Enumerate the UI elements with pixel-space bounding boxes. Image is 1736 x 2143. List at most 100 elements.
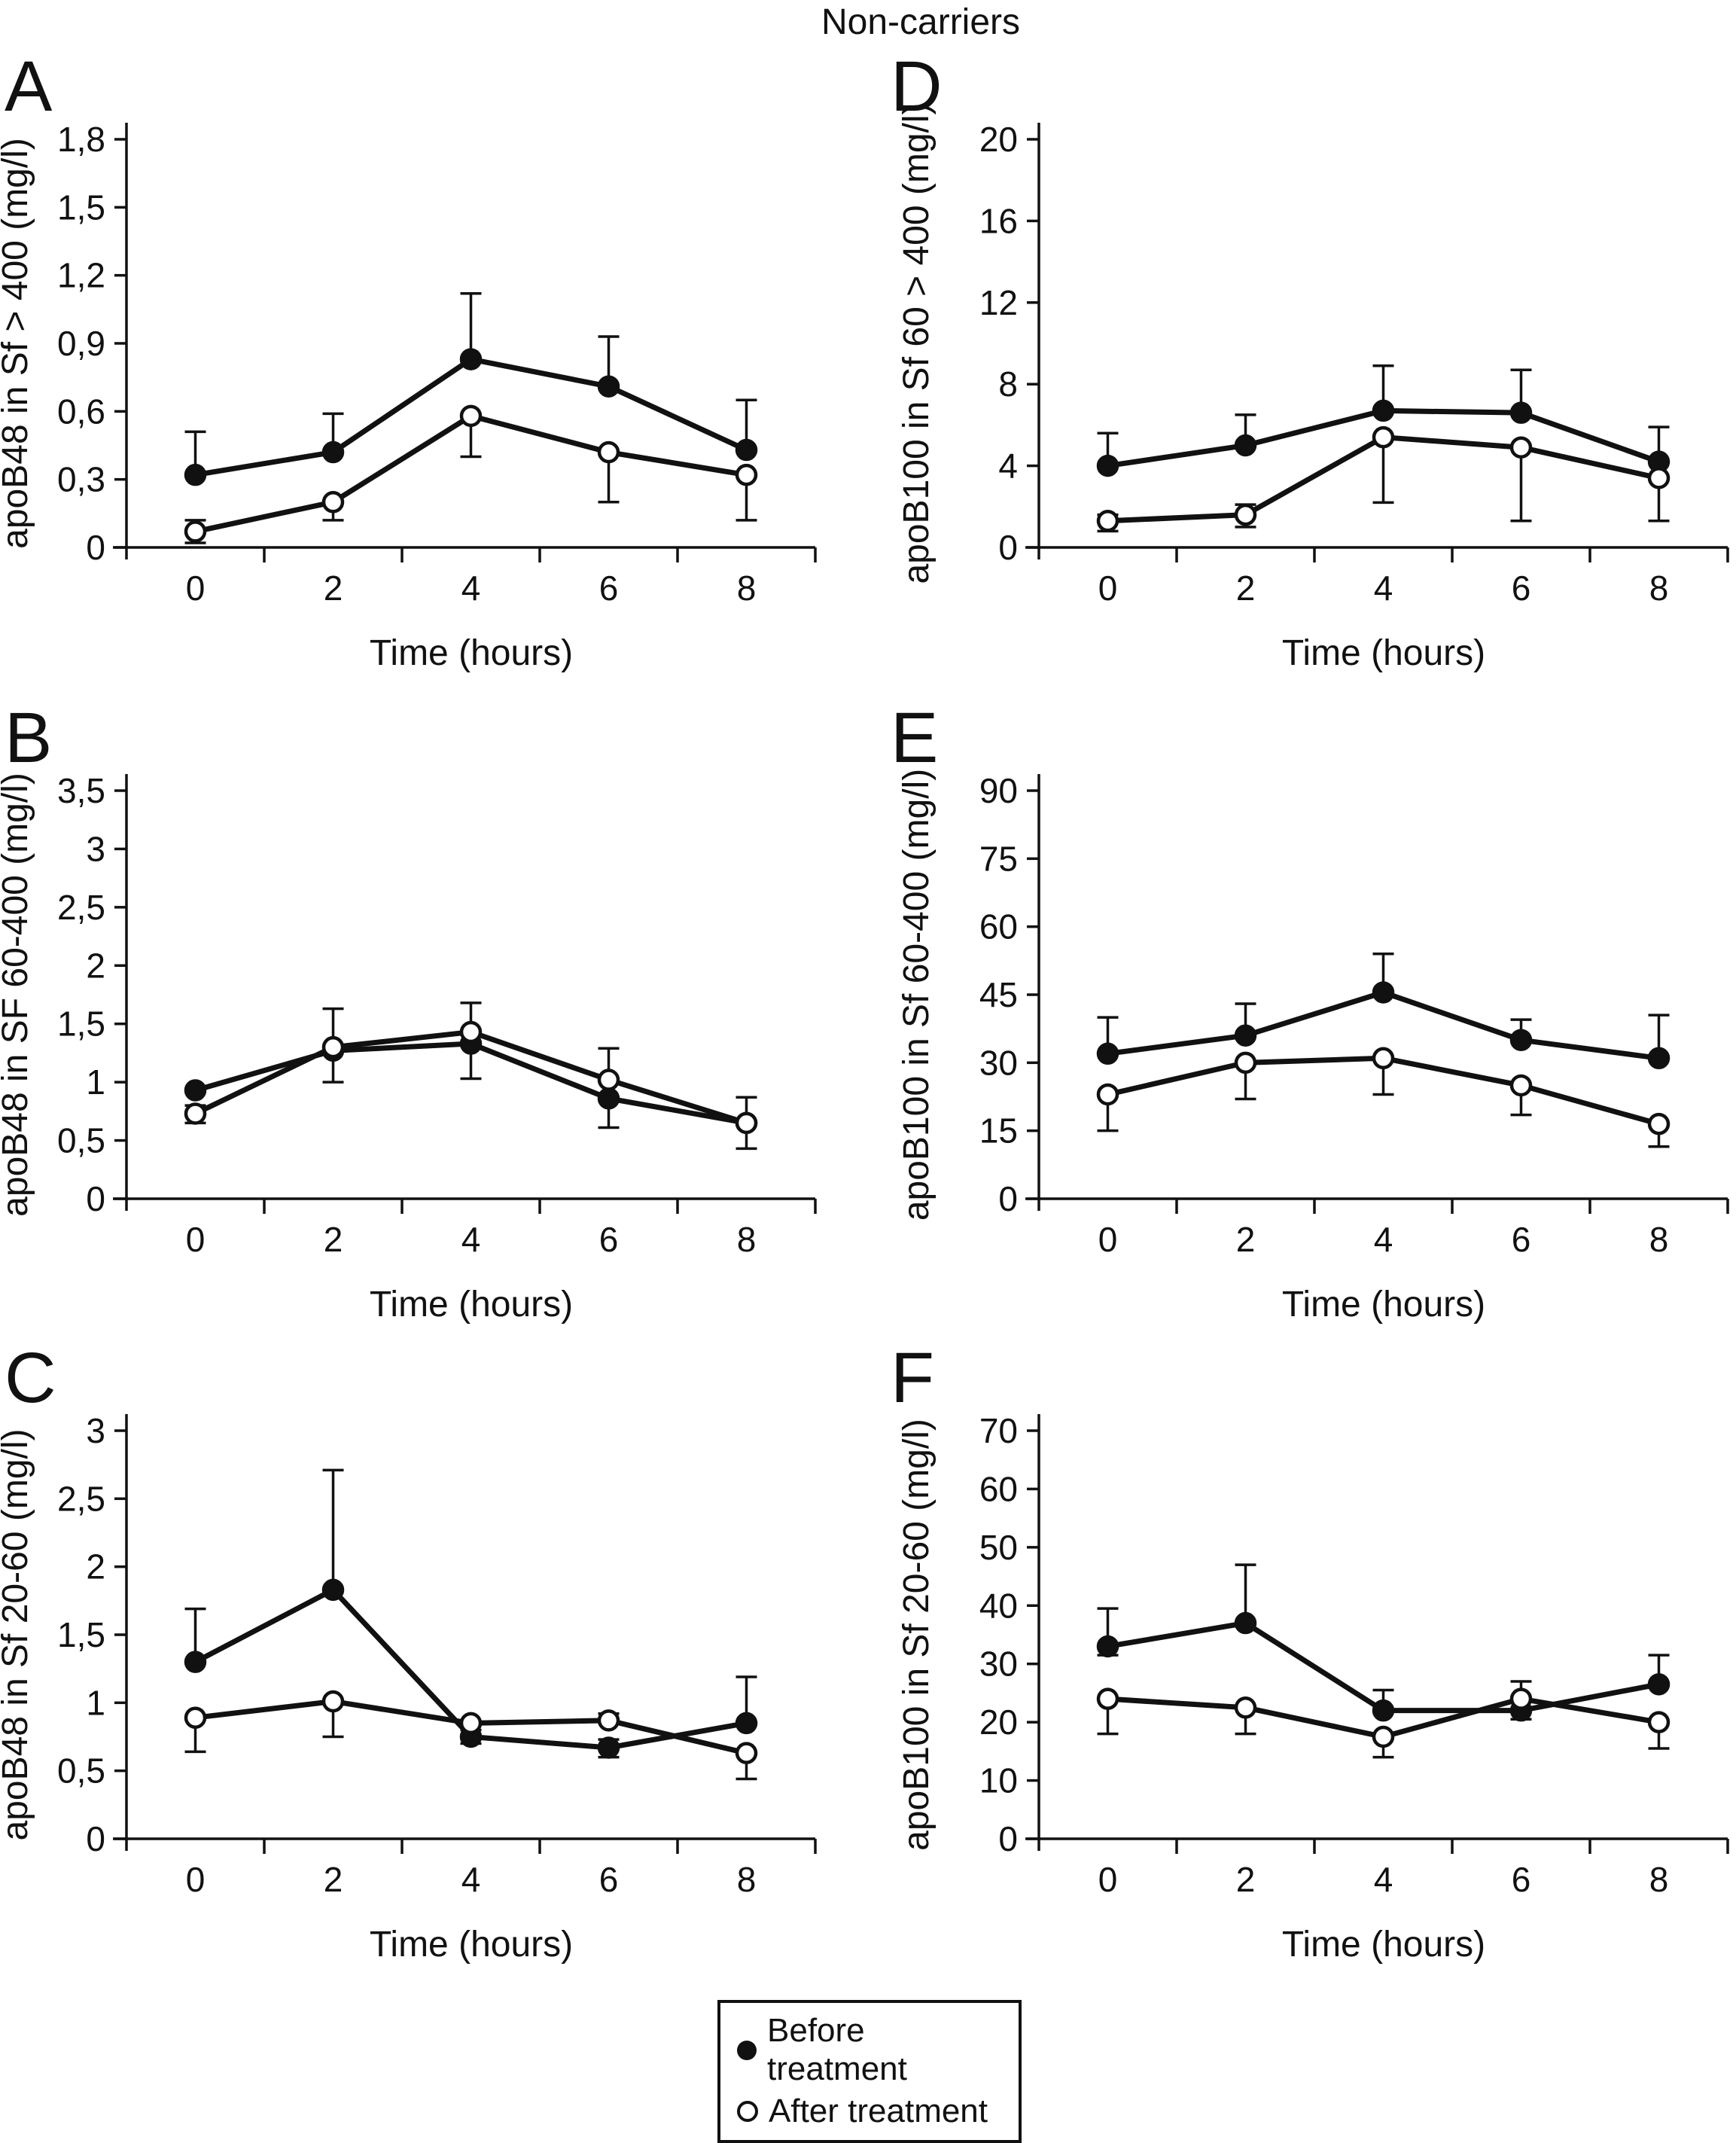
y-tick-label: 4 — [998, 447, 1018, 486]
data-point-open-circle — [1096, 510, 1119, 532]
panel-F-letter: F — [891, 1338, 934, 1418]
x-tick-label: 2 — [1236, 1860, 1256, 1899]
x-tick-label: 4 — [461, 569, 481, 608]
data-point-open-circle — [597, 440, 620, 464]
y-tick-label: 0 — [998, 1819, 1018, 1858]
x-tick-label: 4 — [1374, 1860, 1393, 1899]
y-tick-label: 1,5 — [57, 1615, 105, 1654]
panel-F-ylabel: apoB100 in Sf 20-60 (mg/l) — [897, 1419, 937, 1851]
panel-A-plot: 0 0,3 0,6 0,9 1,2 1,5 1,8 0 2 4 6 8 — [57, 120, 817, 608]
panel-B-letter: B — [5, 698, 52, 778]
panel-D-xlabel: Time (hours) — [1282, 633, 1485, 673]
data-point-open-circle — [321, 1690, 345, 1713]
x-tick-label: 0 — [186, 1220, 206, 1259]
data-point-filled-circle — [1509, 401, 1533, 424]
x-tick-label: 0 — [1098, 569, 1118, 608]
panel-E-plot: 0 15 30 45 60 75 90 0 2 4 6 8 — [979, 771, 1729, 1259]
open-circle-icon — [737, 2101, 758, 2123]
panel-F-chart: F apoB100 in Sf 20-60 (mg/l) Time (hours… — [891, 1338, 1729, 1965]
data-point-filled-circle — [735, 1712, 758, 1735]
y-tick-label: 8 — [998, 364, 1018, 404]
x-tick-label: 8 — [1649, 569, 1669, 608]
y-tick-label: 2,5 — [57, 1479, 105, 1518]
x-tick-label: 0 — [1098, 1220, 1118, 1259]
panel-E-chart: E apoB100 in Sf 60-400 (mg/l) Time (hour… — [891, 698, 1729, 1325]
data-point-open-circle — [735, 463, 758, 486]
y-tick-label: 40 — [979, 1586, 1018, 1625]
y-tick-label: 2,5 — [57, 888, 105, 927]
data-point-filled-circle — [184, 1651, 207, 1673]
y-tick-label: 2 — [86, 946, 105, 985]
y-tick-label: 1,5 — [57, 1004, 105, 1044]
series-before-treatment — [1097, 953, 1670, 1061]
y-tick-label: 45 — [979, 975, 1018, 1014]
y-tick-label: 60 — [979, 907, 1018, 947]
figure-title: Non-carriers — [821, 2, 1021, 42]
panel-D-plot: 0 4 8 12 16 20 0 2 4 6 8 — [979, 120, 1729, 608]
data-point-open-circle — [1509, 1687, 1533, 1710]
data-point-filled-circle — [1096, 454, 1119, 477]
x-tick-label: 2 — [1236, 1220, 1256, 1259]
data-point-open-circle — [1096, 1083, 1119, 1106]
legend-label-before: Before treatment — [767, 2012, 907, 2087]
panel-A-xlabel: Time (hours) — [370, 633, 573, 673]
series-before-treatment — [1097, 1563, 1670, 1721]
data-point-filled-circle — [1372, 981, 1395, 1004]
y-tick-label: 60 — [979, 1469, 1018, 1508]
series-after-treatment — [1097, 1055, 1670, 1148]
x-tick-label: 6 — [1512, 1860, 1531, 1899]
y-tick-label: 75 — [979, 839, 1018, 878]
y-tick-label: 15 — [979, 1111, 1018, 1151]
x-tick-label: 0 — [186, 569, 206, 608]
y-tick-label: 16 — [979, 201, 1018, 240]
panel-B: B apoB48 in SF 60-400 (mg/l) Time (hours… — [0, 693, 868, 1340]
data-point-open-circle — [1372, 1047, 1395, 1070]
data-point-filled-circle — [1234, 434, 1257, 457]
series-after-treatment — [184, 413, 757, 544]
panel-F: F apoB100 in Sf 20-60 (mg/l) Time (hours… — [868, 1333, 1736, 1980]
data-point-filled-circle — [1372, 399, 1395, 422]
panel-C-ylabel: apoB48 in Sf 20-60 (mg/l) — [0, 1429, 35, 1841]
x-tick-label: 6 — [599, 1860, 619, 1899]
x-tick-label: 4 — [461, 1860, 481, 1899]
y-tick-label: 0 — [998, 1179, 1018, 1218]
x-tick-label: 6 — [1512, 569, 1531, 608]
y-tick-label: 70 — [979, 1411, 1018, 1450]
panel-C: C apoB48 in Sf 20-60 (mg/l) Time (hours)… — [0, 1333, 868, 1980]
panel-D-ylabel: apoB100 in Sf 60 > 400 (mg/l) — [897, 102, 937, 584]
data-point-filled-circle — [1647, 1673, 1671, 1696]
filled-circle-icon — [737, 2040, 757, 2060]
panel-B-xlabel: Time (hours) — [370, 1285, 573, 1325]
y-tick-label: 1,5 — [57, 187, 105, 227]
panel-C-chart: C apoB48 in Sf 20-60 (mg/l) Time (hours)… — [0, 1338, 817, 1965]
y-tick-label: 30 — [979, 1645, 1018, 1684]
data-point-filled-circle — [735, 438, 758, 462]
panel-D-letter: D — [891, 47, 943, 127]
y-tick-label: 1,8 — [57, 120, 105, 159]
y-tick-label: 90 — [979, 771, 1018, 810]
panel-F-plot: 0 10 20 30 40 50 60 70 0 2 4 6 8 — [979, 1411, 1729, 1899]
x-tick-label: 8 — [1649, 1860, 1669, 1899]
x-tick-label: 4 — [1374, 569, 1393, 608]
data-point-open-circle — [184, 1102, 207, 1125]
y-tick-label: 12 — [979, 283, 1018, 322]
x-tick-label: 6 — [599, 569, 619, 608]
x-tick-label: 6 — [1512, 1220, 1531, 1259]
data-point-filled-circle — [184, 463, 207, 486]
data-point-open-circle — [1234, 1051, 1257, 1075]
panel-A-letter: A — [5, 47, 53, 127]
y-tick-label: 50 — [979, 1528, 1018, 1567]
data-point-open-circle — [1509, 1074, 1533, 1097]
legend-item-after: After treatment — [737, 2093, 1002, 2131]
panel-D: D apoB100 in Sf 60 > 400 (mg/l) Time (ho… — [868, 41, 1736, 689]
y-tick-label: 1 — [86, 1062, 105, 1102]
y-tick-label: 0 — [86, 1179, 105, 1218]
data-point-filled-circle — [1509, 1029, 1533, 1051]
panel-D-chart: D apoB100 in Sf 60 > 400 (mg/l) Time (ho… — [891, 47, 1729, 673]
data-point-open-circle — [597, 1709, 620, 1732]
y-tick-label: 0 — [86, 528, 105, 567]
data-point-open-circle — [184, 520, 207, 543]
panel-A: A apoB48 in Sf > 400 (mg/l) Time (hours)… — [0, 41, 868, 689]
y-tick-label: 1,2 — [57, 256, 105, 295]
data-point-filled-circle — [1234, 1024, 1257, 1047]
